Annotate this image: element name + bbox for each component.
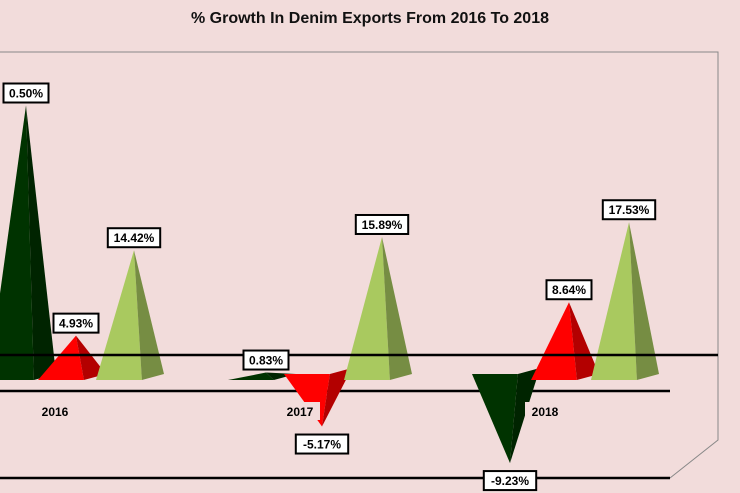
category-tick-label: 2018 <box>532 405 559 419</box>
data-label: -5.17% <box>303 438 341 452</box>
data-label: 17.53% <box>609 203 650 217</box>
data-label-box <box>545 279 593 301</box>
category-tick-label: 2016 <box>42 405 69 419</box>
data-label: 4.93% <box>59 317 93 331</box>
data-label-box <box>106 227 162 249</box>
category-label-bg <box>35 402 75 420</box>
data-label-box <box>52 312 100 334</box>
pyramid-side-face <box>134 250 164 380</box>
pyramid-side-face <box>76 335 106 380</box>
category-label-bg <box>525 402 565 420</box>
pyramid-side-face <box>382 236 412 380</box>
pyramid-front-face <box>344 236 390 380</box>
pyramid-front-face <box>531 302 577 380</box>
data-label: 15.89% <box>362 218 403 232</box>
pyramid-side-face <box>26 105 56 380</box>
pyramid-front-face <box>228 372 274 380</box>
pyramid-front-face <box>591 222 637 380</box>
pyramid-side-face <box>569 302 599 380</box>
data-label: 8.64% <box>552 283 586 297</box>
chart-title: % Growth In Denim Exports From 2016 To 2… <box>190 10 549 27</box>
data-label: 0.83% <box>249 354 283 368</box>
data-label: 0.50% <box>9 87 43 101</box>
data-label-box <box>482 470 538 492</box>
pyramid-front-face <box>0 105 34 380</box>
data-label-box <box>2 82 50 104</box>
pyramid-front-face <box>38 335 84 380</box>
data-label: 14.42% <box>114 231 155 245</box>
pyramid-side-face <box>629 222 659 380</box>
pyramid-side-face <box>322 368 352 427</box>
data-label-box <box>601 199 657 221</box>
data-label-box <box>294 433 350 455</box>
data-label-box <box>242 349 290 371</box>
data-label: -9.23% <box>491 474 529 488</box>
category-label-bg <box>280 402 320 420</box>
data-label-box <box>354 213 410 235</box>
pyramid-front-face <box>96 250 142 380</box>
plot-frame <box>0 51 719 479</box>
pyramid-front-face <box>472 374 518 464</box>
category-tick-label: 2017 <box>287 405 314 419</box>
